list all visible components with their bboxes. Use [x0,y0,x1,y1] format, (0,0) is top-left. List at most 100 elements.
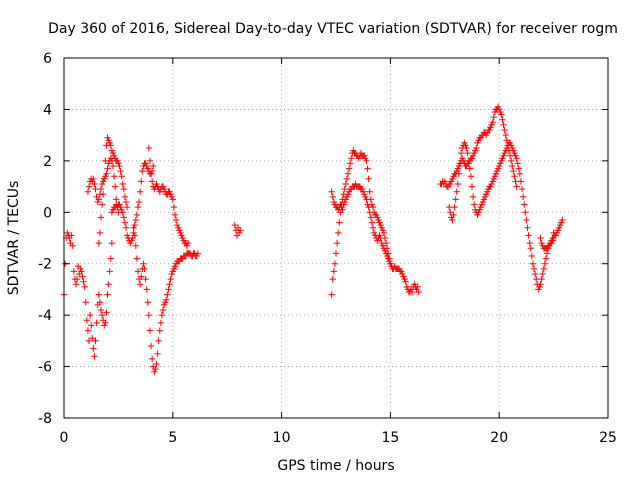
data-point [72,281,80,288]
data-point [453,188,460,195]
data-point [82,299,89,306]
data-point [402,278,409,285]
data-point [348,155,355,162]
data-point [69,242,76,249]
data-point [501,126,508,134]
y-tick-label: -6 [38,360,52,376]
data-point [171,211,179,219]
data-point [513,183,520,190]
data-point [415,288,422,296]
data-point [84,327,92,334]
data-point [120,214,128,221]
data-point [525,232,532,239]
series-segment-4 [95,134,131,247]
data-point [146,157,154,165]
data-point [469,193,477,201]
data-point [73,275,81,283]
data-point [147,342,155,350]
data-point [452,196,459,203]
data-point [122,198,130,206]
data-point [531,270,539,278]
data-point [85,337,93,345]
data-point [86,311,94,319]
series-segment-3 [86,239,116,360]
data-point [148,178,156,185]
data-point [97,185,105,193]
data-point [141,265,148,273]
data-point [78,268,85,275]
data-point [159,306,167,314]
data-point [526,239,533,247]
data-point [152,365,159,373]
data-point [506,152,514,159]
data-point [154,350,161,357]
data-point [96,229,104,237]
data-point [365,203,372,211]
data-point [109,162,117,170]
data-point [172,216,180,224]
data-point [107,142,114,149]
data-point [329,193,336,201]
data-point [97,306,105,314]
x-tick-label: 10 [273,430,291,446]
series-segment-12 [445,139,557,293]
data-point [345,165,353,172]
series-segment-6 [130,224,202,375]
data-point [387,260,394,267]
data-point [123,203,131,211]
data-point [464,149,471,157]
data-point [99,191,107,198]
data-point [194,250,202,257]
data-point [490,113,497,121]
data-point [68,232,75,239]
data-point [514,160,521,167]
data-point [512,178,519,185]
data-point [527,245,534,252]
data-point [97,214,105,221]
y-tick-label: 2 [43,154,52,170]
data-point [108,239,116,247]
data-point [468,183,476,190]
x-tick-label: 25 [599,430,617,446]
data-point [84,188,92,195]
data-point [473,144,480,152]
series-segment-13 [537,216,566,252]
data-point [499,116,506,123]
series-segment-2 [84,155,122,216]
data-point [120,185,128,193]
data-point [107,255,114,262]
data-point [532,275,540,283]
data-point [328,291,335,298]
series-segment-10 [328,180,394,267]
data-point [521,201,528,208]
x-tick-label: 20 [490,430,508,446]
data-point [91,353,98,360]
data-point [466,165,474,172]
data-point [133,211,141,219]
series-segment-1 [60,229,93,345]
data-point [163,296,170,303]
data-point [408,288,416,296]
data-point [88,322,95,329]
data-point [90,175,97,183]
data-point [457,149,465,157]
data-point [102,157,109,165]
data-point [450,211,457,219]
data-point [380,229,388,237]
data-point [92,185,99,193]
data-point [502,131,509,139]
data-point [148,355,156,363]
data-point [500,121,507,129]
data-point [332,250,340,257]
data-point [530,265,538,273]
data-point [366,209,373,216]
data-point [132,242,140,249]
data-point [367,214,375,221]
data-point [341,185,348,193]
data-point [455,170,463,177]
data-point [542,255,550,262]
data-point [529,260,537,267]
data-point [516,170,524,177]
data-point [523,216,530,224]
